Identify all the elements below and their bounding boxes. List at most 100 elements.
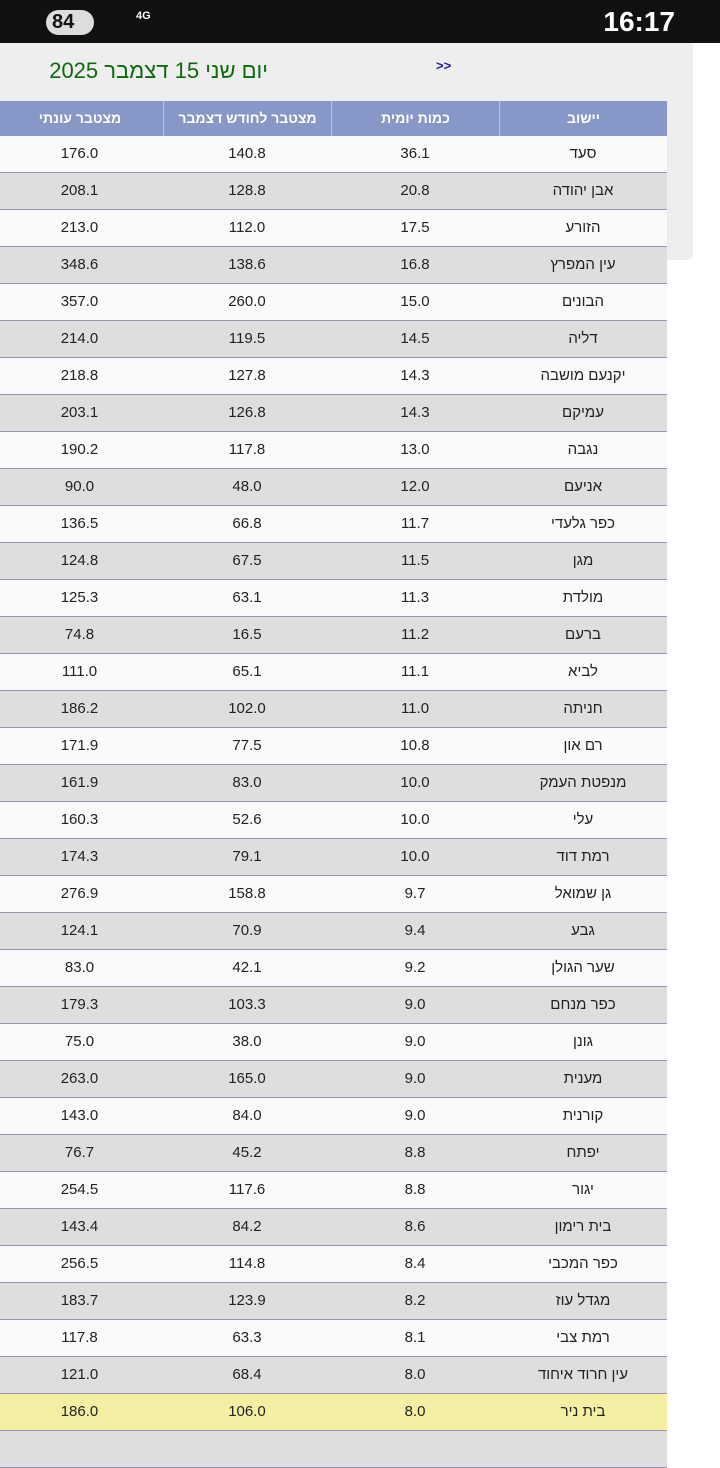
table-cell: 45.2	[232, 1144, 262, 1161]
table-row: לביא 11.1 65.1 111.0	[0, 654, 667, 691]
table-cell: 52.6	[232, 811, 262, 828]
table-cell: 17.5	[400, 219, 430, 236]
table-row: שער הגולן 9.2 42.1 83.0	[0, 950, 667, 987]
table-row: כפר המכבי 8.4 114.8 256.5	[0, 1246, 667, 1283]
table-cell: 14.3	[400, 404, 430, 421]
table-row: רם און 10.8 77.5 171.9	[0, 728, 667, 765]
table-cell: 10.8	[400, 737, 430, 754]
table-row: גבע 9.4 70.9 124.1	[0, 913, 667, 950]
table-cell: 176.0	[60, 145, 99, 162]
table-cell: יגור	[572, 1181, 594, 1198]
table-cell: 179.3	[60, 996, 99, 1013]
table-row: בית ניר 8.0 106.0 186.0	[0, 1394, 667, 1431]
table-cell: הזורע	[565, 219, 601, 236]
table-cell: 138.6	[228, 256, 266, 273]
table-cell: 16.5	[232, 626, 262, 643]
table-row: הבונים 15.0 260.0 357.0	[0, 284, 667, 321]
table-row: גן שמואל 9.7 158.8 276.9	[0, 876, 667, 913]
table-cell: 213.0	[60, 219, 99, 236]
table-cell: 79.1	[232, 848, 262, 865]
battery: 84	[46, 10, 94, 35]
table-cell: 9.4	[404, 922, 426, 939]
table-row: הזורע 17.5 112.0 213.0	[0, 210, 667, 247]
table-cell: 143.4	[60, 1218, 99, 1235]
table-cell: 256.5	[60, 1255, 99, 1272]
table-cell: 8.0	[404, 1366, 426, 1383]
table-cell: 8.8	[404, 1181, 426, 1198]
table-row: חניתה 11.0 102.0 186.2	[0, 691, 667, 728]
table-row: מענית 9.0 165.0 263.0	[0, 1061, 667, 1098]
table-cell: ברעם	[565, 626, 601, 643]
table-cell: 11.0	[400, 700, 430, 717]
table-cell: 126.8	[228, 404, 266, 421]
column-header: יישוב	[499, 101, 667, 136]
status-bar: 84 4G 16:17	[0, 0, 720, 43]
table-cell: 106.0	[228, 1403, 266, 1420]
table-header: יישוב כמות יומית מצטבר לחודש דצמבר מצטבר עו…	[0, 101, 667, 136]
table-cell: 160.3	[60, 811, 99, 828]
table-cell: מגדל עוז	[555, 1292, 611, 1309]
table-cell: 203.1	[60, 404, 99, 421]
table-row: רמת צבי 8.1 63.3 117.8	[0, 1320, 667, 1357]
table-cell: 214.0	[60, 330, 99, 347]
table-cell: גבע	[571, 922, 595, 939]
table-cell: 254.5	[60, 1181, 99, 1198]
table-cell: 117.6	[228, 1181, 266, 1198]
table-cell: עלי	[572, 811, 594, 828]
table-cell: 11.2	[400, 626, 430, 643]
table-row: מגדל עוז 8.2 123.9 183.7	[0, 1283, 667, 1320]
next-link[interactable]: >>	[436, 58, 452, 73]
table-cell: אבן יהודה	[552, 182, 614, 199]
table-cell: 8.8	[404, 1144, 426, 1161]
table-cell: 136.5	[60, 515, 99, 532]
date-title: יום שני 15 דצמבר 2025	[49, 58, 268, 83]
table-cell: לביא	[568, 663, 598, 680]
table-row: קורנית 9.0 84.0 143.0	[0, 1098, 667, 1135]
table-cell: נגבה	[567, 441, 599, 458]
table-cell: שער הגולן	[551, 959, 615, 976]
table-cell: 9.0	[404, 996, 426, 1013]
table-cell: 83.0	[64, 959, 95, 976]
table-cell: 174.3	[60, 848, 99, 865]
column-header: כמות יומית	[331, 101, 499, 136]
table-cell: 10.0	[400, 774, 430, 791]
table-row: יפתח 8.8 45.2 76.7	[0, 1135, 667, 1172]
table-cell: 42.1	[232, 959, 262, 976]
table-cell: רמת דוד	[556, 848, 610, 865]
table-row: כפר גלעדי 11.7 66.8 136.5	[0, 506, 667, 543]
table-cell: 124.8	[60, 552, 99, 569]
table-row: בית רימון 8.6 84.2 143.4	[0, 1209, 667, 1246]
table-cell: 276.9	[60, 885, 99, 902]
table-cell: 8.2	[404, 1292, 426, 1309]
table-cell: 66.8	[232, 515, 262, 532]
network: 4G	[136, 10, 151, 22]
table-cell: גונן	[573, 1033, 593, 1050]
table-cell: 103.3	[228, 996, 266, 1013]
table-cell: 84.2	[232, 1218, 262, 1235]
table-cell: 83.0	[232, 774, 262, 791]
table-cell: 8.0	[404, 1403, 426, 1420]
table-cell: אניעם	[563, 478, 603, 495]
table-cell: 218.8	[60, 367, 99, 384]
table-cell: 14.5	[400, 330, 430, 347]
table-cell: 348.6	[60, 256, 99, 273]
table-cell: 36.1	[400, 145, 430, 162]
table-cell: 114.8	[228, 1255, 266, 1272]
table-cell: דליה	[568, 330, 598, 347]
table-cell: 165.0	[228, 1070, 266, 1087]
table-cell: 11.3	[400, 589, 430, 606]
table-cell: כפר המכבי	[548, 1255, 618, 1272]
table-cell: 127.8	[228, 367, 266, 384]
table-row: דליה 14.5 119.5 214.0	[0, 321, 667, 358]
table-cell: 13.0	[400, 441, 430, 458]
table-row: יקנעם מושבה 14.3 127.8 218.8	[0, 358, 667, 395]
table-cell: כפר גלעדי	[551, 515, 615, 532]
table-cell: 9.7	[404, 885, 426, 902]
table-cell: 48.0	[232, 478, 262, 495]
table-cell: 171.9	[60, 737, 99, 754]
table-row: אניעם 12.0 48.0 90.0	[0, 469, 667, 506]
table-cell: גן שמואל	[554, 885, 612, 902]
table-cell: 14.3	[400, 367, 430, 384]
table-cell: 263.0	[60, 1070, 99, 1087]
table-cell: 124.1	[60, 922, 99, 939]
